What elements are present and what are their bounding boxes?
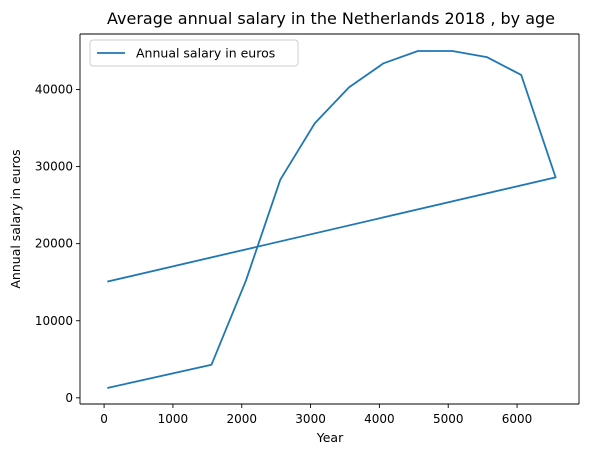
x-tick-label: 1000 xyxy=(158,412,189,426)
x-tick-label: 5000 xyxy=(433,412,464,426)
x-tick-label: 6000 xyxy=(502,412,533,426)
y-tick-label: 30000 xyxy=(35,160,73,174)
legend-box xyxy=(89,39,299,67)
plot-frame xyxy=(79,33,580,405)
y-tick-label: 20000 xyxy=(35,237,73,251)
x-axis-label: Year xyxy=(316,430,344,445)
y-axis-ticks: 0 10000 20000 30000 40000 xyxy=(35,83,80,405)
legend: Annual salary in euros xyxy=(89,39,299,67)
y-tick-label: 0 xyxy=(65,391,73,405)
x-axis-ticks: 0 1000 2000 3000 4000 5000 6000 xyxy=(100,404,532,426)
y-axis-label: Annual salary in euros xyxy=(8,149,23,288)
y-tick-label: 10000 xyxy=(35,314,73,328)
x-tick-label: 0 xyxy=(100,412,108,426)
x-tick-label: 2000 xyxy=(226,412,257,426)
series-line xyxy=(107,50,557,389)
plot-area xyxy=(80,34,579,404)
chart-title: Average annual salary in the Netherlands… xyxy=(107,9,555,28)
x-tick-label: 4000 xyxy=(364,412,395,426)
legend-label: Annual salary in euros xyxy=(136,46,275,61)
y-tick-label: 40000 xyxy=(35,83,73,97)
x-tick-label: 3000 xyxy=(295,412,326,426)
